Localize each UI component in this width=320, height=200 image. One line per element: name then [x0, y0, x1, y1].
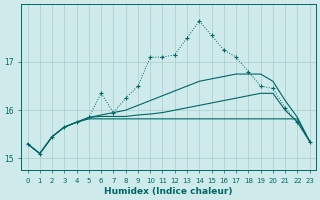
- X-axis label: Humidex (Indice chaleur): Humidex (Indice chaleur): [104, 187, 233, 196]
